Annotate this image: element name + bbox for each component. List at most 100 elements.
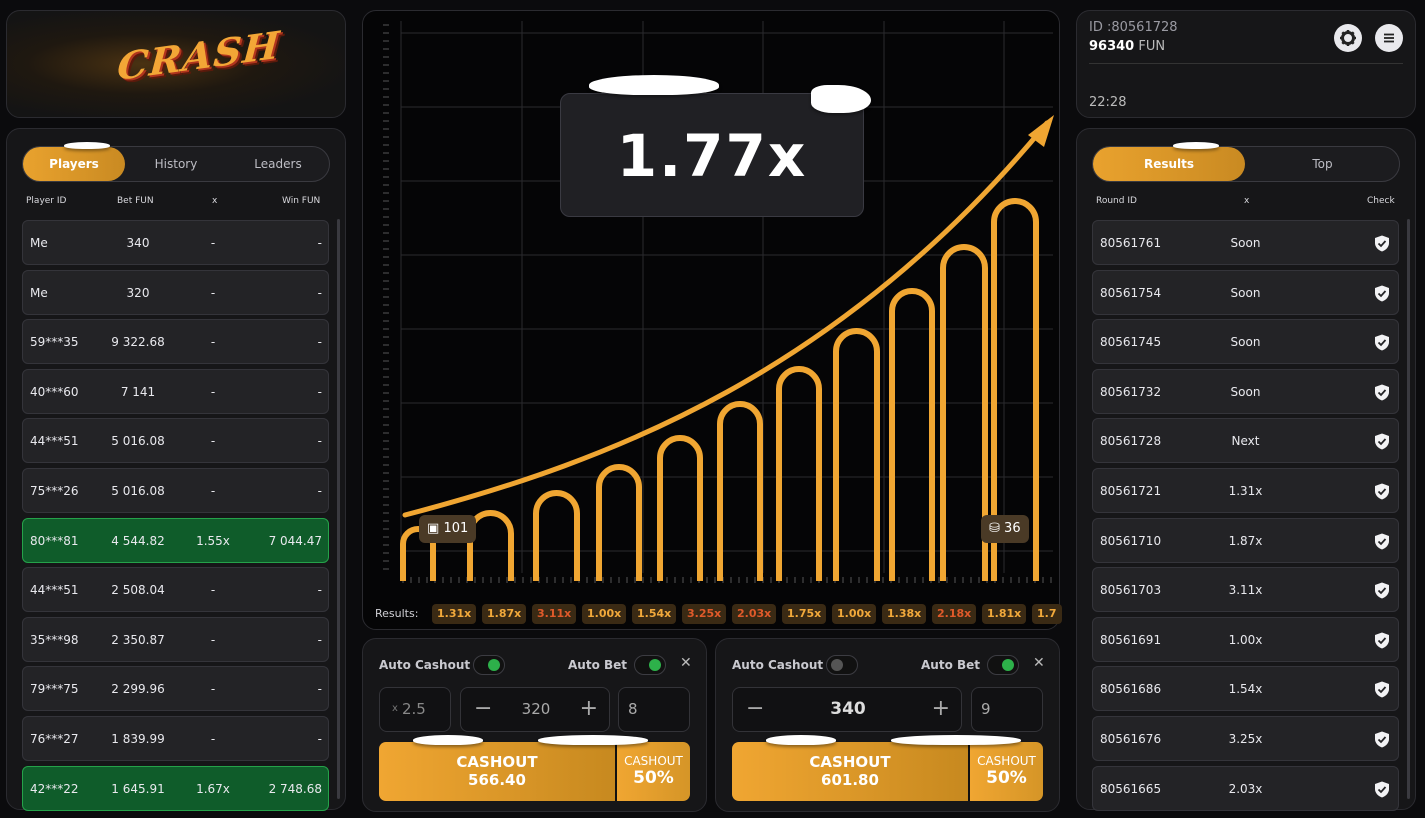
column-round-id: Round ID <box>1096 196 1137 206</box>
tab-history[interactable]: History <box>154 157 198 171</box>
round-multiplier: 1.31x <box>1228 484 1263 498</box>
result-row: 80561754 Soon <box>1092 269 1399 315</box>
auto-bet-rounds-input[interactable]: 9 <box>971 687 1043 732</box>
players-panel: Players History Leaders Player ID Bet FU… <box>6 128 346 811</box>
auto-cashout-input[interactable]: x 2.5 <box>379 687 451 732</box>
cashout-button[interactable]: CASHOUT 566.40 <box>379 742 615 801</box>
shield-check-icon[interactable] <box>1374 632 1390 652</box>
settings-button[interactable] <box>1334 24 1362 52</box>
result-chip[interactable]: 1.87x <box>482 604 527 624</box>
player-bet: 1 839.99 <box>111 732 165 746</box>
shield-check-icon[interactable] <box>1374 582 1390 602</box>
player-win: - <box>317 632 322 647</box>
result-chip[interactable]: 3.25x <box>682 604 727 624</box>
shield-check-icon[interactable] <box>1374 384 1390 404</box>
player-multiplier: - <box>210 732 216 746</box>
shield-check-icon[interactable] <box>1374 334 1390 354</box>
shield-check-icon[interactable] <box>1374 533 1390 553</box>
column-bet: Bet FUN <box>117 196 154 206</box>
player-row: 79***75 2 299.96 - - <box>22 666 329 712</box>
clock: 22:28 <box>1089 95 1127 110</box>
auto-cashout-toggle[interactable] <box>473 655 505 675</box>
result-chip[interactable]: 1.31x <box>432 604 477 624</box>
minus-button[interactable]: − <box>474 696 493 721</box>
partial-cashout-button[interactable]: CASHOUT 50% <box>968 742 1043 801</box>
player-multiplier: - <box>210 236 216 250</box>
auto-cashout-toggle[interactable] <box>826 655 858 675</box>
tab-leaders[interactable]: Leaders <box>254 157 302 171</box>
shield-check-icon[interactable] <box>1374 285 1390 305</box>
player-id: 76***27 <box>30 732 79 746</box>
player-row: Me 320 - - <box>22 269 329 315</box>
bar-arch <box>889 288 935 581</box>
partial-cashout-button[interactable]: CASHOUT 50% <box>615 742 690 801</box>
result-chip[interactable]: 3.11x <box>532 604 577 624</box>
player-multiplier: - <box>210 285 216 300</box>
player-id: Me <box>30 285 48 300</box>
shield-check-icon[interactable] <box>1374 781 1390 801</box>
column-win: Win FUN <box>282 196 321 206</box>
player-id: 59***35 <box>30 335 79 350</box>
auto-bet-toggle[interactable] <box>987 655 1019 675</box>
round-multiplier: 2.03x <box>1228 781 1263 796</box>
column-check: Check <box>1367 196 1395 206</box>
result-chip[interactable]: 2.03x <box>732 604 777 624</box>
players-scrollbar[interactable] <box>337 219 340 799</box>
player-bet: 7 141 <box>120 384 156 399</box>
tab-top[interactable]: Top <box>1312 157 1333 171</box>
column-x: x <box>1244 196 1250 206</box>
player-multiplier: - <box>210 434 216 449</box>
player-win: - <box>317 682 322 697</box>
tab-results[interactable]: Results <box>1093 147 1245 181</box>
result-row: 80561665 2.03x <box>1092 765 1399 811</box>
shield-check-icon[interactable] <box>1374 235 1390 255</box>
balance-currency: FUN <box>1138 39 1166 54</box>
player-multiplier: - <box>210 682 216 697</box>
result-chip[interactable]: 1.54x <box>632 604 677 624</box>
shield-check-icon[interactable] <box>1374 681 1390 701</box>
tab-players[interactable]: Players <box>23 147 125 181</box>
menu-button[interactable] <box>1375 24 1403 52</box>
auto-bet-rounds-input[interactable]: 8 <box>618 687 690 732</box>
player-bet: 320 <box>126 285 150 300</box>
bet-amount-stepper[interactable]: − 340 + <box>732 687 962 732</box>
round-multiplier: Soon <box>1230 236 1261 250</box>
plus-button[interactable]: + <box>931 696 950 721</box>
player-win: 7 044.47 <box>268 533 322 548</box>
result-chip[interactable]: 1.7 <box>1032 604 1062 624</box>
balance: 96340 FUN <box>1089 39 1165 54</box>
result-chip[interactable]: 1.00x <box>832 604 877 624</box>
cashout-button[interactable]: CASHOUT 601.80 <box>732 742 968 801</box>
shield-check-icon[interactable] <box>1374 483 1390 503</box>
close-icon[interactable]: ✕ <box>1033 655 1045 671</box>
round-multiplier: 3.11x <box>1228 583 1263 598</box>
plus-button[interactable]: + <box>579 696 598 721</box>
result-chip[interactable]: 1.38x <box>882 604 927 624</box>
round-id: 80561761 <box>1100 236 1162 250</box>
round-multiplier: 1.54x <box>1228 682 1263 697</box>
auto-bet-toggle[interactable] <box>634 655 666 675</box>
player-win: - <box>317 384 322 399</box>
close-icon[interactable]: ✕ <box>680 655 692 671</box>
bet-amount: 340 <box>830 699 866 719</box>
snow-decoration <box>1173 142 1219 149</box>
player-row: 76***27 1 839.99 - - <box>22 716 329 761</box>
minus-button[interactable]: − <box>746 696 765 721</box>
results-scrollbar[interactable] <box>1407 219 1410 799</box>
result-chip[interactable]: 1.75x <box>782 604 827 624</box>
shield-check-icon[interactable] <box>1374 433 1390 453</box>
result-chip[interactable]: 2.18x <box>932 604 977 624</box>
multiplier-curve <box>402 120 1050 518</box>
player-id: 79***75 <box>30 682 79 697</box>
result-chip[interactable]: 1.00x <box>582 604 627 624</box>
game-chart-panel: 1.77x ▣ 101 ⛁ 36 Results: 1.31x 1.87x 3.11… <box>362 10 1062 630</box>
round-multiplier: 1.00x <box>1228 632 1263 647</box>
bar-arch <box>596 464 642 581</box>
shield-check-icon[interactable] <box>1374 731 1390 751</box>
player-id: Me <box>30 236 48 250</box>
bar-arch <box>940 244 988 581</box>
player-multiplier: 1.67x <box>196 781 230 796</box>
result-chip[interactable]: 1.81x <box>982 604 1027 624</box>
bet-amount-stepper[interactable]: − 320 + <box>460 687 610 732</box>
results-panel: Results Top Round ID x Check 80561761 Soo… <box>1076 128 1416 811</box>
